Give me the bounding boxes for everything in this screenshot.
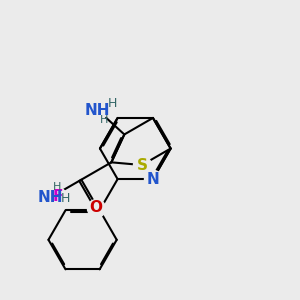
Text: N: N xyxy=(147,172,159,187)
Text: F: F xyxy=(52,189,63,204)
Text: H: H xyxy=(100,115,108,124)
Text: NH: NH xyxy=(85,103,111,118)
Text: H: H xyxy=(60,192,70,205)
Text: O: O xyxy=(90,200,103,215)
Text: H: H xyxy=(107,97,117,110)
Text: NH: NH xyxy=(38,190,64,205)
Text: H: H xyxy=(52,182,61,192)
Text: S: S xyxy=(136,158,148,172)
